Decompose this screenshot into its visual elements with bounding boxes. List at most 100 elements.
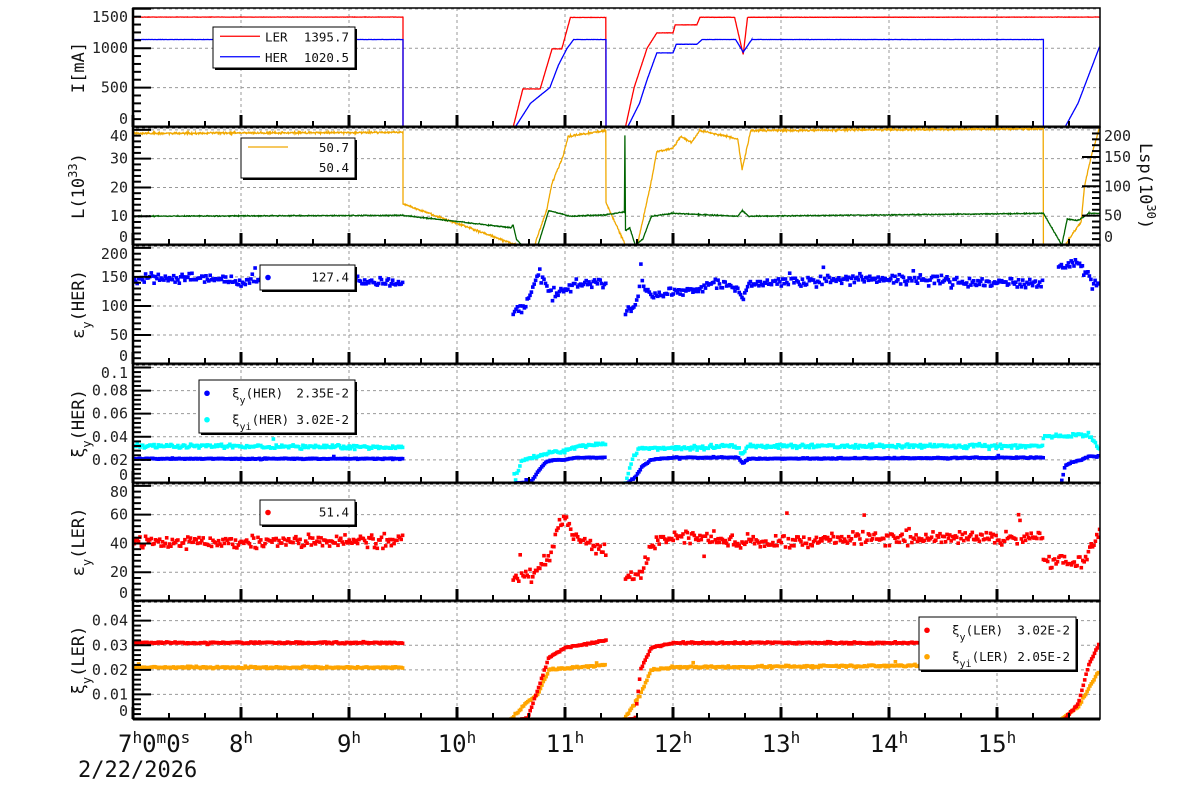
data-point xyxy=(858,271,862,276)
data-point xyxy=(603,455,607,460)
data-point xyxy=(686,446,691,450)
data-point xyxy=(917,445,921,449)
data-point xyxy=(838,278,843,282)
data-point xyxy=(1016,445,1021,450)
data-point xyxy=(230,542,235,547)
data-point xyxy=(400,280,405,285)
data-point xyxy=(814,285,819,289)
data-point xyxy=(625,575,629,580)
y-tick-label: 0.1 xyxy=(101,364,128,382)
data-point xyxy=(897,540,902,545)
data-point xyxy=(1016,512,1021,517)
data-point xyxy=(542,277,546,282)
data-point xyxy=(243,282,248,287)
series-line-ler xyxy=(133,16,1100,127)
data-point xyxy=(778,280,782,284)
data-point xyxy=(152,281,156,285)
panel-frame xyxy=(132,244,1101,365)
data-point xyxy=(549,288,553,292)
data-point xyxy=(844,274,848,279)
data-point xyxy=(714,286,719,290)
y-tick-label: 0.01 xyxy=(92,685,128,703)
data-point xyxy=(914,533,918,537)
data-point xyxy=(522,575,527,579)
data-point xyxy=(1059,554,1064,558)
data-point xyxy=(1082,560,1086,564)
data-point xyxy=(980,533,984,537)
data-point xyxy=(603,662,607,667)
data-point xyxy=(197,535,201,540)
data-point xyxy=(1085,689,1089,694)
data-point xyxy=(918,442,923,447)
data-point xyxy=(1090,287,1095,291)
data-point xyxy=(636,294,640,299)
data-point xyxy=(531,701,535,706)
grid xyxy=(133,245,1100,364)
legend-value: 50.7 xyxy=(319,140,349,155)
data-point xyxy=(796,535,800,539)
data-point xyxy=(214,540,218,545)
data-point xyxy=(664,540,668,545)
data-point xyxy=(641,284,646,289)
data-point xyxy=(681,293,685,297)
data-point xyxy=(309,543,314,547)
data-point xyxy=(931,444,935,449)
data-point xyxy=(1062,466,1067,470)
data-point xyxy=(143,534,148,539)
data-point xyxy=(201,274,205,279)
data-point xyxy=(390,278,395,282)
data-point xyxy=(734,544,739,548)
data-point xyxy=(1063,266,1068,270)
data-point xyxy=(737,446,741,450)
data-point xyxy=(733,540,737,544)
data-point xyxy=(270,446,274,450)
y-axis-title: I[mA] xyxy=(69,42,89,93)
data-point xyxy=(779,284,784,288)
legend-value: 2.35E-2 xyxy=(296,385,349,400)
data-point xyxy=(386,277,391,281)
data-point xyxy=(918,273,923,277)
data-point xyxy=(183,278,187,283)
data-point xyxy=(713,277,718,282)
data-point xyxy=(807,445,812,450)
data-point xyxy=(545,672,550,676)
data-point xyxy=(564,515,569,519)
data-point xyxy=(974,534,979,538)
data-point xyxy=(1052,434,1057,438)
data-point xyxy=(688,541,692,546)
data-point xyxy=(963,444,967,448)
data-point xyxy=(225,538,229,542)
data-point xyxy=(907,526,911,531)
data-point xyxy=(547,558,552,563)
data-point xyxy=(674,288,678,293)
data-point xyxy=(750,538,754,542)
x-tick-label: 9h xyxy=(337,728,361,759)
data-point xyxy=(637,677,642,681)
data-point xyxy=(529,290,534,294)
data-point xyxy=(713,445,718,450)
data-point xyxy=(298,537,302,542)
data-point xyxy=(236,282,241,287)
data-point xyxy=(647,671,652,676)
data-point xyxy=(521,304,525,308)
data-point xyxy=(820,539,824,543)
data-point xyxy=(538,566,542,571)
data-point xyxy=(1086,270,1090,274)
data-point xyxy=(341,444,346,449)
data-point xyxy=(208,443,212,447)
data-point xyxy=(795,446,799,451)
data-point xyxy=(526,575,531,579)
x-tick-label: 15h xyxy=(978,728,1017,759)
data-point xyxy=(186,535,190,539)
data-point xyxy=(1080,264,1085,268)
y-axis-title: εy(LER) xyxy=(69,508,94,577)
data-point xyxy=(379,535,384,540)
data-point xyxy=(1072,264,1076,268)
data-point xyxy=(171,273,176,278)
data-point xyxy=(588,538,593,543)
data-point xyxy=(929,535,934,539)
data-point xyxy=(946,536,951,541)
panel-3: 0 50 100 150 200 εy(HER) 127.4 xyxy=(69,244,1101,366)
